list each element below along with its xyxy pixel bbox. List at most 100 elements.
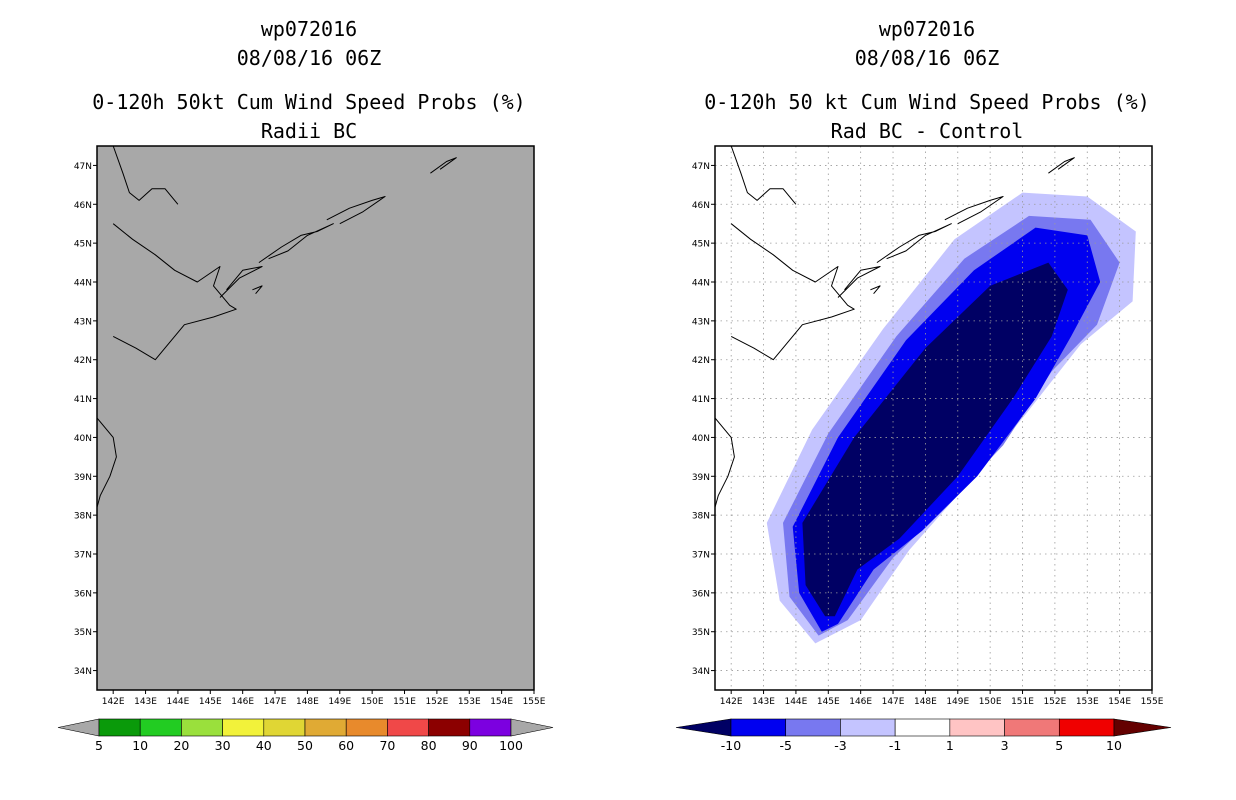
right-map-frame [714, 145, 1153, 691]
y-tick-label: 39N [74, 473, 92, 483]
coastline [944, 196, 1004, 225]
left-colorbar-bin [428, 718, 471, 737]
coastline [870, 285, 881, 295]
left-colorbar-bin [387, 718, 429, 737]
right-grid-layer [715, 146, 1152, 690]
coastline [730, 146, 797, 205]
right-colorbar-label: -10 [721, 738, 741, 753]
y-tick-label: 43N [74, 317, 92, 327]
y-tick-label: 37N [692, 551, 710, 561]
x-tick-label: 147E [264, 697, 287, 707]
y-tick-label: 41N [74, 395, 92, 405]
x-tick-label: 150E [979, 697, 1002, 707]
y-tick-label: 38N [692, 512, 710, 522]
y-tick-label: 40N [692, 434, 710, 444]
coastline [258, 223, 334, 264]
coastline [252, 285, 263, 295]
left-colorbar-label: 50 [297, 738, 313, 753]
y-tick-label: 34N [692, 667, 710, 677]
x-tick-label: 144E [784, 697, 807, 707]
y-tick-label: 40N [74, 434, 92, 444]
ticks-layer: 142E 143E 144E 145E 146E 147E 148E 149E 150E 151E… [74, 162, 1164, 707]
colorbars-layer: 5 10 20 30 40 50 60 70 80 90 100 -10 -5 -3 -1 1 3 5 10 [57, 718, 1172, 753]
left-map-frame [96, 145, 535, 691]
coastline [837, 266, 881, 298]
left-colorbar-label: 90 [462, 738, 478, 753]
right-colorbar-over-triangle [1113, 718, 1172, 737]
coastline [219, 266, 263, 298]
left-colorbar-label: 70 [379, 738, 395, 753]
x-tick-label: 153E [1076, 697, 1099, 707]
y-tick-label: 44N [74, 279, 92, 289]
right-colorbar-bin [840, 718, 896, 737]
x-tick-label: 149E [946, 697, 969, 707]
left-colorbar-label: 80 [421, 738, 437, 753]
coastline [876, 223, 952, 264]
x-tick-label: 151E [393, 697, 416, 707]
y-tick-label: 45N [692, 240, 710, 250]
left-colorbar-label: 20 [173, 738, 189, 753]
left-title-line-4: Radii BC [260, 119, 358, 143]
x-tick-label: 148E [296, 697, 319, 707]
coastline [97, 417, 117, 508]
right-colorbar-label: 10 [1106, 738, 1122, 753]
left-title-line-3: 0-120h 50kt Cum Wind Speed Probs (%) [92, 90, 526, 114]
right-colorbar-label: -3 [834, 738, 846, 753]
left-colorbar-bin [181, 718, 223, 737]
coastline [430, 157, 457, 174]
right-title-line-2: 08/08/16 06Z [854, 46, 1000, 70]
x-tick-label: 151E [1011, 697, 1034, 707]
x-tick-label: 155E [1141, 697, 1164, 707]
right-colorbar-label: -5 [779, 738, 791, 753]
left-colorbar-over-triangle [510, 718, 554, 737]
x-tick-label: 142E [720, 697, 743, 707]
y-tick-label: 36N [692, 589, 710, 599]
left-colorbar-label: 5 [95, 738, 103, 753]
left-colorbar-bin [469, 718, 512, 737]
left-title-line-2: 08/08/16 06Z [236, 46, 382, 70]
x-tick-label: 152E [1043, 697, 1066, 707]
coastline [1048, 157, 1075, 174]
y-tick-label: 34N [74, 667, 92, 677]
y-tick-label: 39N [692, 473, 710, 483]
y-tick-label: 37N [74, 551, 92, 561]
x-tick-label: 145E [199, 697, 222, 707]
y-tick-label: 42N [692, 356, 710, 366]
right-colorbar-bin [1058, 718, 1115, 737]
contour-region-3 [802, 262, 1068, 617]
right-title-line-4: Rad BC - Control [830, 119, 1024, 143]
right-colorbar-under-triangle [675, 718, 732, 737]
frames-layer [96, 145, 1153, 691]
left-title-line-1: wp072016 [260, 17, 358, 41]
x-tick-label: 146E [231, 697, 254, 707]
y-tick-label: 45N [74, 240, 92, 250]
y-tick-label: 42N [74, 356, 92, 366]
x-tick-label: 155E [523, 697, 546, 707]
x-tick-label: 142E [102, 697, 125, 707]
right-colorbar-label: 5 [1055, 738, 1063, 753]
y-tick-label: 35N [692, 628, 710, 638]
x-tick-label: 150E [361, 697, 384, 707]
left-map-background [97, 146, 534, 690]
y-tick-label: 47N [692, 162, 710, 172]
coastline [715, 417, 735, 508]
left-colorbar-bin [304, 718, 347, 737]
left-colorbar-bin [139, 718, 182, 737]
left-colorbar-bin [345, 718, 388, 737]
y-tick-label: 47N [74, 162, 92, 172]
coastline [326, 196, 386, 225]
x-tick-label: 152E [425, 697, 448, 707]
left-colorbar-bin [263, 718, 306, 737]
x-tick-label: 143E [752, 697, 775, 707]
x-tick-label: 148E [914, 697, 937, 707]
right-colorbar-bin [730, 718, 787, 737]
x-tick-label: 154E [490, 697, 513, 707]
right-coast-layer [715, 146, 1075, 508]
right-title-line-1: wp072016 [878, 17, 976, 41]
y-tick-label: 35N [74, 628, 92, 638]
y-tick-label: 43N [692, 317, 710, 327]
x-tick-label: 144E [166, 697, 189, 707]
right-colorbar-bin [949, 718, 1005, 737]
left-colorbar-label: 10 [132, 738, 148, 753]
